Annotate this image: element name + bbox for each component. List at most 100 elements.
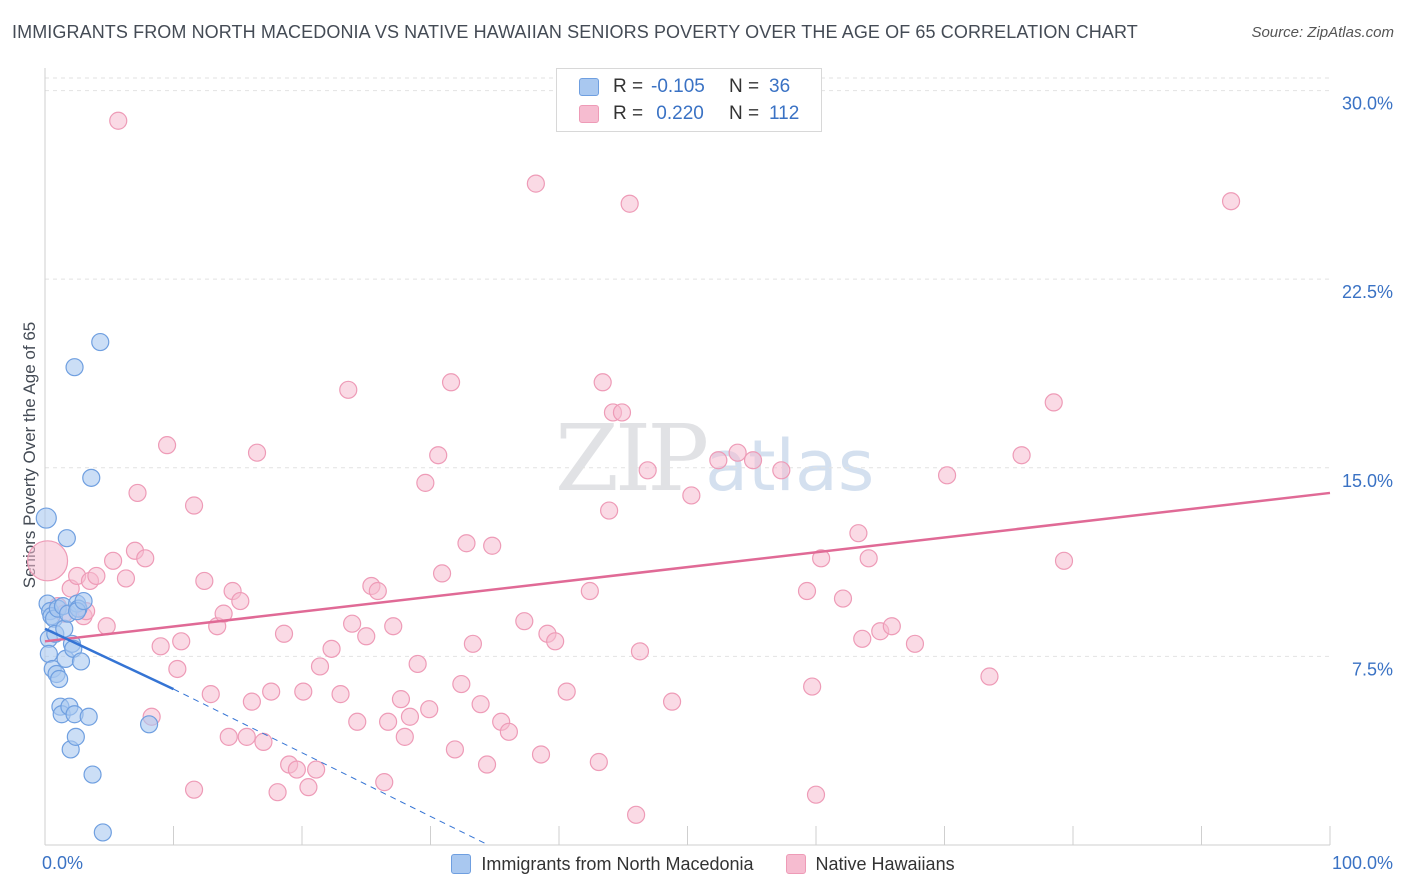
macedonia-point [93,823,112,842]
macedonia-trendline-extension [173,688,489,846]
hawaiian-point [682,486,701,505]
hawaiian-point [772,461,791,480]
hawaiian-point [242,692,261,711]
hawaiian-point [408,654,427,674]
hawaiian-point [384,617,403,636]
hawaiian-point [391,690,411,709]
hawaiian-point [201,685,220,704]
hawaiian-point [416,473,435,492]
hawaiian-point [441,373,461,392]
tick-label-layer: 7.5% 15.0% 22.5% 30.0% 0.0% 100.0% [42,94,1393,873]
macedonia-point [71,652,91,671]
hawaiian-point [849,524,868,543]
hawaiian-point [247,443,267,462]
legend-row-macedonia: R = -0.105 N = 36 [579,75,790,99]
hawaiian-point [593,373,612,392]
hawaiian-point [432,564,452,583]
hawaiian-point [287,760,306,779]
points-layer [26,86,1241,842]
legend-r-label: R = [613,76,644,97]
legend-r-label: R = [613,103,644,124]
hawaiian-point [589,752,608,772]
hawaiian-point [600,501,619,520]
hawaiian-point [128,483,147,503]
hawaiian-point [375,773,394,792]
hawaiian-point [214,604,233,623]
hawaiian-point [310,657,330,676]
hawaiian-point [709,451,728,470]
hawaiian-point [268,783,287,802]
x-tick-label-end: 100.0% [1332,853,1393,873]
source-label: Source: ZipAtlas.com [1251,24,1394,41]
hawaiian-point [299,778,318,797]
hawaiian-point [274,624,294,643]
axis-layer [44,68,1331,846]
x-tick-label-start: 0.0% [42,853,83,873]
legend-n-value: 36 [769,76,791,97]
legend-n-label: N = [729,76,760,97]
legend-swatch-pink [579,105,599,123]
legend-swatch-blue [579,78,599,96]
chart-title: IMMIGRANTS FROM NORTH MACEDONIA VS NATIV… [12,22,1138,42]
macedonia-trendline [44,627,175,691]
legend-n-value: 112 [769,103,800,124]
hawaiian-point [368,581,387,601]
hawaiian-point [483,536,502,555]
hawaiian-point [812,549,831,568]
hawaiian-point [728,443,747,462]
hawaiian-point [322,639,341,658]
hawaiian-point [26,540,69,582]
hawaiian-point [557,682,576,701]
macedonia-point [50,669,69,689]
hawaiian-point [97,617,116,636]
hawaiian-point [477,755,497,774]
hawaiian-point [237,727,256,746]
hawaiian-point [343,614,362,633]
legend-swatch-pink [785,854,806,874]
legend-label-hawaiians: Native Hawaiians [815,853,955,874]
hawaiian-point [157,436,177,455]
macedonia-point [66,727,85,746]
hawaiian-point [1221,192,1241,211]
hawaiian-point [172,632,191,651]
legend-swatch-blue [451,854,472,874]
hawaiian-point [630,642,650,661]
hawaiian-trendline [44,491,1331,643]
macedonia-point [79,707,98,726]
legend-item-macedonia: Immigrants from North Macedonia [451,853,754,875]
hawaiian-point [531,745,551,764]
hawaiian-point [620,194,639,213]
correlation-legend: R = -0.105 N = 36 R = 0.220 N = 112 [556,68,822,132]
legend-label-macedonia: Immigrants from North Macedonia [481,853,754,874]
hawaiian-point [1044,393,1063,412]
hawaiian-point [378,712,398,731]
hawaiian-point [797,581,817,601]
hawaiian-point [526,174,545,193]
hawaiian-point [294,682,313,701]
hawaiian-point [980,667,999,686]
y-tick-label: 7.5% [1352,659,1393,679]
y-tick-label: 30.0% [1342,94,1393,114]
hawaiian-point [457,534,476,553]
hawaiian-point [1012,446,1031,465]
hawaiian-point [471,695,490,714]
hawaiian-point [833,589,853,608]
hawaiian-point [339,380,358,399]
hawaiian-point [546,632,565,651]
hawaiian-point [882,617,901,636]
hawaiian-point [626,805,646,824]
hawaiian-point [662,692,682,711]
hawaiian-point [331,685,350,704]
hawaiian-point [445,740,465,759]
series-legend: Immigrants from North Macedonia Native H… [0,852,1406,876]
y-tick-label: 15.0% [1342,471,1393,491]
legend-r-value: 0.220 [651,103,704,124]
hawaiian-point [262,682,281,701]
macedonia-point [139,715,159,734]
hawaiian-point [1054,551,1074,570]
hawaiian-point [168,659,187,679]
hawaiian-point [803,677,822,696]
legend-r-value: -0.105 [651,76,705,97]
hawaiian-point [109,111,128,130]
